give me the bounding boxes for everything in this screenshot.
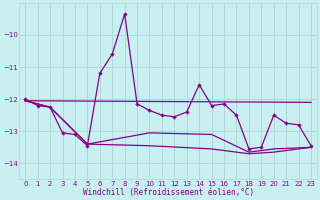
X-axis label: Windchill (Refroidissement éolien,°C): Windchill (Refroidissement éolien,°C)	[83, 188, 254, 197]
